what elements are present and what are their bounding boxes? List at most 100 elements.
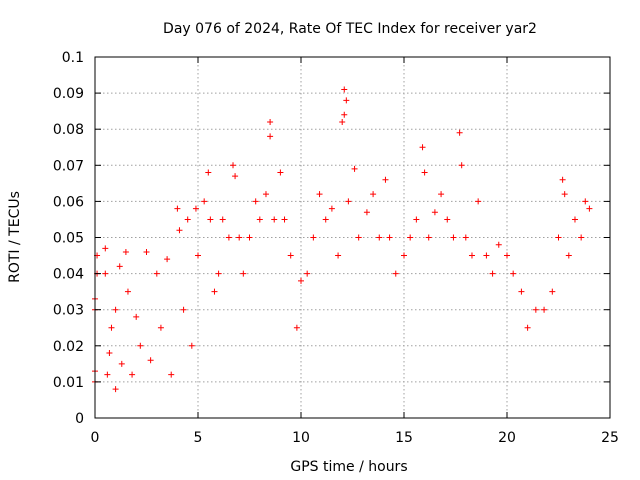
- data-point: [351, 165, 358, 172]
- data-point: [104, 371, 111, 378]
- data-point: [281, 216, 288, 223]
- data-point: [504, 252, 510, 259]
- data-point: [168, 371, 175, 378]
- x-tick-label: 20: [498, 430, 516, 446]
- data-point: [164, 256, 171, 263]
- data-point: [322, 216, 329, 223]
- data-point: [419, 144, 426, 151]
- data-point: [335, 252, 342, 259]
- data-point: [407, 234, 414, 241]
- data-point: [582, 198, 589, 205]
- plot-frame: [94, 56, 611, 419]
- y-tick-label: 0.02: [53, 339, 84, 355]
- data-point: [271, 216, 278, 223]
- data-point: [293, 324, 300, 331]
- y-tick-label: 0.06: [53, 194, 84, 210]
- data-point: [339, 118, 346, 125]
- data-point: [489, 270, 496, 277]
- data-point: [230, 162, 237, 169]
- x-tick-label: 15: [395, 430, 413, 446]
- data-point: [341, 111, 348, 118]
- data-point: [133, 313, 140, 320]
- data-point: [483, 252, 490, 259]
- y-tick-label: 0.04: [53, 267, 84, 283]
- data-point: [153, 270, 160, 277]
- y-tick-label: 0.09: [53, 86, 84, 102]
- x-axis-label: GPS time / hours: [290, 459, 407, 475]
- data-point: [277, 169, 284, 176]
- data-point: [180, 306, 187, 313]
- data-point: [355, 234, 362, 241]
- data-point: [102, 270, 109, 277]
- data-point: [232, 173, 239, 180]
- data-point: [495, 241, 502, 248]
- y-tick-label: 0.08: [53, 122, 84, 138]
- data-point: [112, 306, 119, 313]
- data-point: [262, 191, 269, 198]
- y-axis-label: ROTI / TECUs: [7, 191, 23, 283]
- data-point: [431, 209, 438, 216]
- data-point: [256, 216, 263, 223]
- y-tick-label: 0: [75, 411, 84, 427]
- y-tick-label: 0.1: [62, 50, 84, 66]
- data-point: [205, 169, 212, 176]
- data-point: [555, 234, 562, 241]
- data-point: [225, 234, 232, 241]
- x-tick-label: 5: [194, 430, 203, 446]
- data-point: [376, 234, 383, 241]
- y-tick-label: 0.01: [53, 375, 84, 391]
- data-point: [343, 97, 350, 104]
- data-point: [174, 205, 181, 212]
- data-point: [195, 252, 201, 259]
- x-tick-label: 10: [292, 430, 310, 446]
- data-point: [475, 198, 482, 205]
- data-point: [524, 324, 531, 331]
- data-point: [129, 371, 136, 378]
- y-tick-label: 0.07: [53, 158, 84, 174]
- data-point: [219, 216, 226, 223]
- data-point: [413, 216, 420, 223]
- data-point: [252, 198, 259, 205]
- data-point: [386, 234, 393, 241]
- data-point: [341, 86, 348, 93]
- data-point: [401, 252, 407, 259]
- data-point: [118, 360, 125, 367]
- data-point: [565, 252, 572, 259]
- data-point: [392, 270, 399, 277]
- data-point: [201, 198, 208, 205]
- data-point: [106, 350, 113, 357]
- data-point: [116, 263, 123, 270]
- data-point: [458, 162, 465, 169]
- chart-title: Day 076 of 2024, Rate Of TEC Index for r…: [163, 21, 537, 37]
- data-point: [240, 270, 247, 277]
- data-point: [462, 234, 469, 241]
- axes: 0 0.01 0.02 0.03 0.04 0.05 0.06 0.07 0.08 0.09 0.1…: [53, 50, 619, 446]
- data-point: [421, 169, 428, 176]
- data-point: [108, 324, 115, 331]
- data-point: [425, 234, 432, 241]
- y-tick-label: 0.03: [53, 303, 84, 319]
- data-point: [310, 234, 317, 241]
- data-point: [532, 306, 539, 313]
- data-point: [578, 234, 585, 241]
- data-point: [287, 252, 294, 259]
- data-point: [304, 270, 311, 277]
- data-point: [188, 342, 195, 349]
- grid-lines: [95, 57, 610, 418]
- data-point: [549, 288, 556, 295]
- data-point: [345, 198, 352, 205]
- data-point: [184, 216, 191, 223]
- data-point: [586, 205, 593, 212]
- data-point: [192, 205, 199, 212]
- data-point: [541, 306, 548, 313]
- data-point: [444, 216, 451, 223]
- data-point: [559, 176, 566, 183]
- data-point: [561, 191, 568, 198]
- data-point: [147, 357, 154, 364]
- data-point: [267, 133, 274, 140]
- data-point: [438, 191, 445, 198]
- data-point: [236, 234, 243, 241]
- data-point: [267, 118, 274, 125]
- data-point: [571, 216, 578, 223]
